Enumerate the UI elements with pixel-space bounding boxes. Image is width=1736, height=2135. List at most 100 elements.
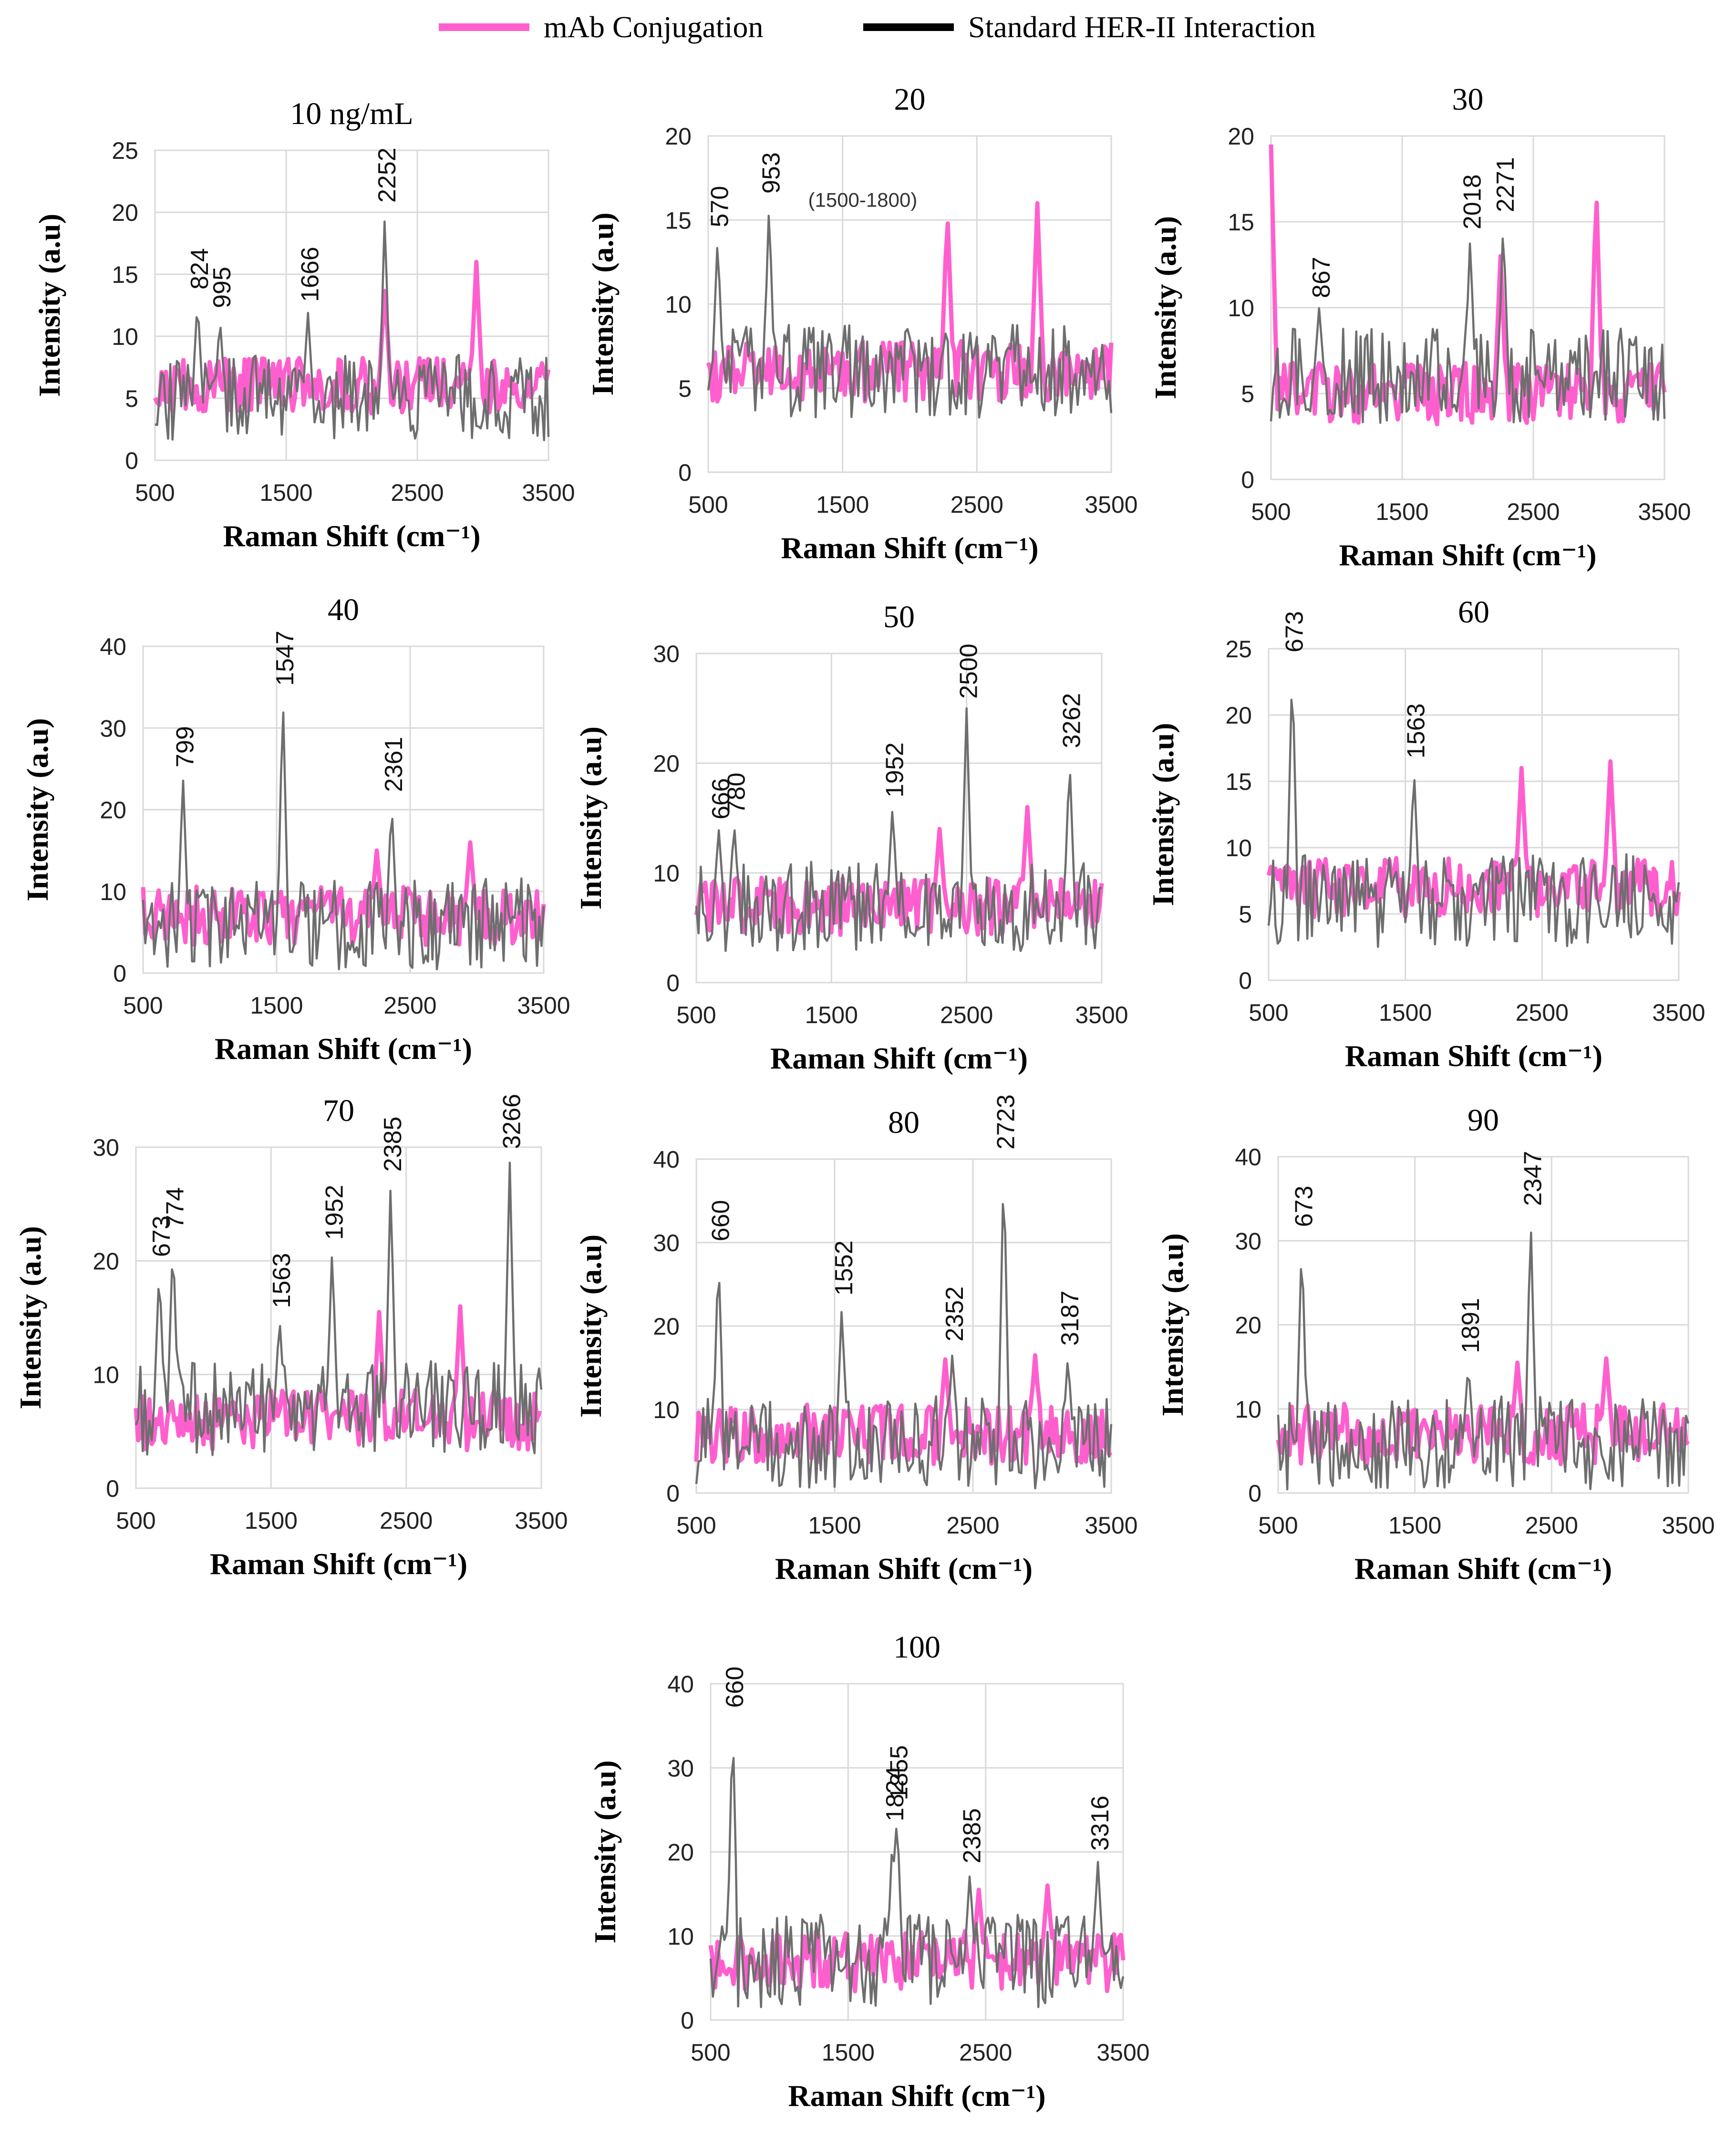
peak-label: 3187	[1056, 1291, 1084, 1346]
peak-label: 2352	[941, 1286, 969, 1342]
x-tick-label: 1500	[1388, 1512, 1441, 1539]
series-line-standard-her-ii	[155, 220, 550, 441]
y-axis-title: Intensity (a.u)	[1146, 723, 1180, 906]
legend-label: Standard HER-II Interaction	[968, 10, 1316, 44]
peak-label: 953	[758, 152, 785, 194]
x-tick-label: 500	[691, 2039, 730, 2066]
x-tick-label: 1500	[259, 479, 312, 506]
peak-label: 1563	[1403, 704, 1430, 759]
legend-item-standard-her-ii: Standard HER-II Interaction	[863, 10, 1316, 45]
x-tick-label: 1500	[805, 1002, 858, 1028]
series-line-standard-her-ii	[707, 215, 1113, 419]
series-line-mab-conjugation	[1269, 144, 1667, 426]
y-tick-label: 40	[1235, 1144, 1261, 1171]
chart-panel-7: 0 10 20 30 40 500 1500 2500 3500 660 1552 2352 2723 3…	[574, 1094, 1138, 1586]
y-tick-label: 30	[667, 1755, 694, 1782]
y-tick-label: 40	[667, 1671, 694, 1698]
x-tick-label: 1500	[816, 491, 869, 518]
y-tick-label: 25	[112, 137, 138, 164]
panel-title: 80	[888, 1105, 920, 1140]
x-axis-title: Raman Shift (cm⁻¹)	[1345, 1039, 1602, 1073]
y-axis-title: Intensity (a.u)	[1148, 216, 1182, 399]
x-tick-label: 500	[116, 1507, 155, 1534]
y-tick-label: 10	[112, 323, 138, 350]
y-axis-title: Intensity (a.u)	[574, 726, 608, 910]
y-tick-label: 20	[93, 1248, 119, 1275]
y-tick-label: 20	[112, 199, 138, 226]
x-tick-label: 500	[676, 1002, 716, 1028]
x-tick-label: 3500	[1085, 491, 1137, 518]
y-tick-label: 20	[653, 1313, 680, 1340]
y-tick-label: 20	[667, 1839, 694, 1866]
plot-frame	[695, 653, 1103, 984]
peak-label: 2723	[992, 1094, 1020, 1150]
peak-label: 1952	[881, 742, 909, 798]
y-tick-label: 20	[1235, 1312, 1261, 1339]
x-axis-title: Raman Shift (cm⁻¹)	[781, 531, 1038, 565]
y-tick-label: 0	[1241, 466, 1254, 493]
x-tick-label: 500	[135, 479, 175, 506]
peak-label: 673	[1281, 611, 1309, 653]
x-axis-title: Raman Shift (cm⁻¹)	[788, 2079, 1045, 2113]
y-tick-label: 30	[93, 1134, 119, 1161]
x-tick-label: 500	[1258, 1512, 1298, 1539]
peak-label: 2018	[1458, 174, 1486, 229]
series-line-mab-conjugation	[708, 1883, 1126, 1994]
peak-label: 1824	[881, 1766, 909, 1822]
legend-swatch-pink	[439, 23, 529, 31]
x-tick-label: 2500	[391, 479, 444, 506]
x-tick-label: 3500	[1096, 2039, 1149, 2066]
peak-label: 2361	[380, 737, 408, 792]
peak-label: 660	[707, 1200, 734, 1242]
panel-title: 10 ng/mL	[290, 96, 413, 131]
x-tick-label: 500	[688, 491, 728, 518]
series-line-standard-her-ii	[142, 711, 545, 971]
y-tick-label: 0	[1239, 967, 1252, 994]
peak-label: 660	[721, 1667, 749, 1708]
legend-item-mab-conjugation: mAb Conjugation	[439, 10, 763, 45]
x-tick-label: 2500	[380, 1507, 433, 1534]
peak-label: 774	[162, 1187, 189, 1229]
y-tick-label: 15	[665, 207, 692, 234]
chart-panel-8: 0 10 20 30 40 500 1500 2500 3500 673 1891 2347 90 Ram…	[1156, 1103, 1715, 1586]
peak-label: 2385	[379, 1117, 407, 1172]
y-tick-label: 20	[653, 750, 680, 777]
x-axis-title: Raman Shift (cm⁻¹)	[215, 1032, 472, 1066]
peak-label: 1891	[1457, 1298, 1485, 1353]
chart-panel-3: 0 10 20 30 40 500 1500 2500 3500 799 1547 2361 40 Ram…	[21, 592, 570, 1066]
x-axis-title: Raman Shift (cm⁻¹)	[1354, 1552, 1612, 1586]
x-tick-label: 500	[1249, 999, 1288, 1026]
y-axis-title: Intensity (a.u)	[32, 214, 66, 397]
y-tick-label: 15	[112, 261, 138, 288]
chart-panel-1: 0 5 10 15 20 500 1500 2500 3500 570 953 (1500-1800)…	[586, 82, 1138, 565]
series-line-standard-her-ii	[695, 707, 1102, 952]
panel-title: 90	[1467, 1103, 1499, 1138]
x-tick-label: 2500	[1525, 1512, 1578, 1539]
peak-label: 1666	[297, 247, 324, 302]
x-tick-label: 2500	[951, 491, 1003, 518]
x-axis-title: Raman Shift (cm⁻¹)	[770, 1041, 1028, 1075]
y-axis-title: Intensity (a.u)	[21, 718, 54, 901]
y-tick-label: 0	[1248, 1480, 1261, 1507]
y-tick-label: 10	[667, 1923, 694, 1950]
y-tick-label: 0	[125, 447, 138, 474]
peak-label: 780	[723, 773, 750, 814]
x-tick-label: 2500	[383, 992, 436, 1019]
y-tick-label: 10	[1228, 295, 1254, 321]
x-tick-label: 3500	[1638, 498, 1691, 525]
y-tick-label: 20	[1225, 702, 1252, 729]
series-line-standard-her-ii	[134, 1161, 543, 1456]
peak-label: 824	[186, 248, 214, 290]
x-tick-label: 1500	[1375, 498, 1428, 525]
peak-label: 2271	[1492, 157, 1519, 212]
peak-label: 799	[172, 726, 199, 767]
y-tick-label: 0	[678, 459, 692, 486]
y-tick-label: 40	[100, 633, 126, 660]
x-tick-label: 3500	[522, 479, 575, 506]
y-tick-label: 10	[653, 1397, 680, 1423]
series-line-standard-her-ii	[1277, 1231, 1690, 1491]
